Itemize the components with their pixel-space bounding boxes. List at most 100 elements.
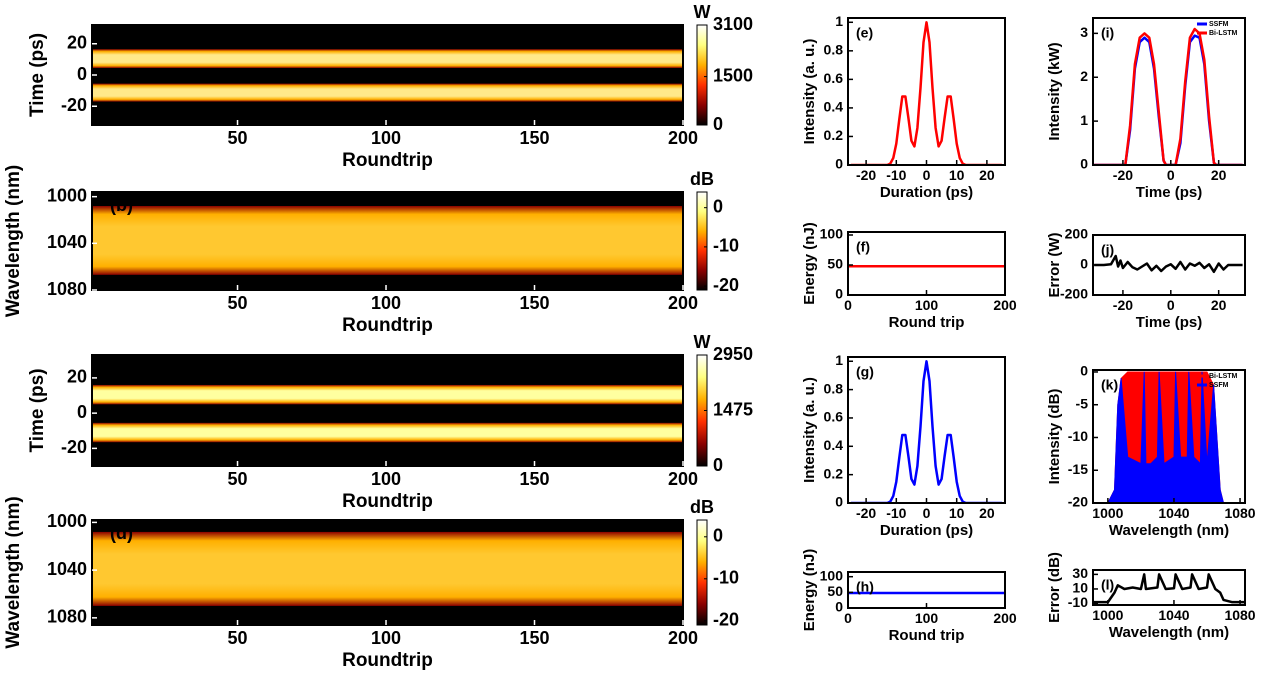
colorbar <box>696 24 708 126</box>
heatmap-background <box>92 25 683 125</box>
colorbar-label: dB <box>690 169 714 189</box>
y-tick-label: 10 <box>1072 580 1088 596</box>
x-axis-label: Round trip <box>889 314 965 331</box>
y-axis-label: Time (ps) <box>27 33 48 117</box>
x-tick-label: 150 <box>519 128 549 148</box>
heatmap-band <box>92 206 683 275</box>
panel-label: (e) <box>856 25 873 41</box>
panel <box>851 21 1002 165</box>
y-axis-label: Wavelength (nm) <box>3 496 24 648</box>
y-tick-label: 100 <box>820 226 844 242</box>
y-tick-label: 20 <box>67 33 87 53</box>
x-tick-label: 0 <box>1167 297 1175 313</box>
y-tick-label: 0.4 <box>824 437 844 453</box>
axes-frame <box>847 231 1006 296</box>
panel-label: (b) <box>110 195 133 215</box>
x-tick-label: 100 <box>371 469 401 489</box>
x-tick-label: 20 <box>979 505 995 521</box>
y-tick-label: 1000 <box>47 511 87 531</box>
y-tick-label: 0 <box>835 286 843 302</box>
x-tick-label: 1040 <box>1158 505 1189 521</box>
line <box>1094 34 1243 165</box>
line <box>1094 27 1243 165</box>
x-tick-label: 200 <box>993 610 1017 626</box>
x-tick-label: -10 <box>886 505 906 521</box>
x-tick-label: 1000 <box>1092 505 1123 521</box>
x-axis-label: Time (ps) <box>1136 314 1202 331</box>
x-tick-label: 0 <box>1167 167 1175 183</box>
area <box>1093 371 1245 503</box>
x-axis-label: Duration (ps) <box>880 184 973 201</box>
x-tick-label: 0 <box>844 297 852 313</box>
x-tick-label: 150 <box>519 469 549 489</box>
x-tick-label: 200 <box>668 469 698 489</box>
y-tick-label: 0.6 <box>824 70 844 86</box>
x-tick-label: 10 <box>949 505 965 521</box>
colorbar <box>696 191 708 291</box>
y-tick-label: 0 <box>1080 156 1088 172</box>
y-axis-label: Intensity (dB) <box>1046 389 1063 485</box>
panel-label: (k) <box>1101 377 1118 393</box>
heatmap-background <box>92 355 683 466</box>
y-tick-label: 1040 <box>47 232 87 252</box>
y-tick-label: 1080 <box>47 279 87 299</box>
x-tick-label: -20 <box>856 167 876 183</box>
x-axis-label: Roundtrip <box>342 650 433 671</box>
panel <box>1093 371 1245 503</box>
x-axis-label: Round trip <box>889 627 965 644</box>
x-axis-label: Roundtrip <box>342 315 433 336</box>
x-tick-label: 0 <box>844 610 852 626</box>
panel-label: (d) <box>110 523 133 543</box>
x-tick-label: 200 <box>668 128 698 148</box>
y-tick-label: 1 <box>835 13 843 29</box>
y-axis-label: Error (W) <box>1046 233 1063 298</box>
colorbar-tick-label: 0 <box>713 114 723 134</box>
x-tick-label: -20 <box>1113 297 1133 313</box>
y-tick-label: 0 <box>835 599 843 615</box>
y-tick-label: -20 <box>1068 494 1088 510</box>
y-tick-label: 1040 <box>47 559 87 579</box>
x-tick-label: 200 <box>993 297 1017 313</box>
x-tick-label: 50 <box>228 293 248 313</box>
panel <box>1094 254 1243 274</box>
heatmap-band <box>92 531 683 606</box>
y-tick-label: 0 <box>835 494 843 510</box>
x-tick-label: 0 <box>923 167 931 183</box>
axes-frame <box>1092 17 1246 166</box>
y-tick-label: 20 <box>67 367 87 387</box>
y-tick-label: 0.4 <box>824 99 844 115</box>
panel-label: (j) <box>1101 242 1114 258</box>
panel <box>92 520 683 625</box>
colorbar-tick-label: -20 <box>713 275 739 295</box>
x-tick-label: 100 <box>371 128 401 148</box>
x-tick-label: 0 <box>923 505 931 521</box>
y-tick-label: -10 <box>1068 594 1088 610</box>
x-tick-label: -20 <box>856 505 876 521</box>
x-tick-label: 10 <box>949 167 965 183</box>
panel-label: (l) <box>1101 577 1114 593</box>
y-tick-label: 3 <box>1080 24 1088 40</box>
heatmap-band <box>92 49 683 68</box>
colorbar-tick-label: 1475 <box>713 399 753 419</box>
x-tick-label: 150 <box>519 293 549 313</box>
panel-label: (a) <box>110 28 132 48</box>
colorbar-tick-label: -20 <box>713 610 739 630</box>
x-tick-label: 100 <box>915 297 939 313</box>
legend-label: SSFM <box>1209 21 1229 28</box>
x-tick-label: 20 <box>1211 167 1227 183</box>
x-tick-label: -10 <box>886 167 906 183</box>
legend-label: Bi-LSTM <box>1209 30 1238 37</box>
panel <box>92 25 683 125</box>
x-axis-label: Wavelength (nm) <box>1109 522 1229 539</box>
x-tick-label: 50 <box>228 628 248 648</box>
panel <box>92 355 683 466</box>
axes-frame <box>91 191 684 291</box>
panel <box>92 192 683 290</box>
y-tick-label: 1080 <box>47 607 87 627</box>
colorbar <box>696 519 708 626</box>
line <box>851 21 1002 165</box>
y-axis-label: Wavelength (nm) <box>3 165 24 317</box>
heatmap-band <box>92 384 683 405</box>
panel <box>851 360 1002 503</box>
